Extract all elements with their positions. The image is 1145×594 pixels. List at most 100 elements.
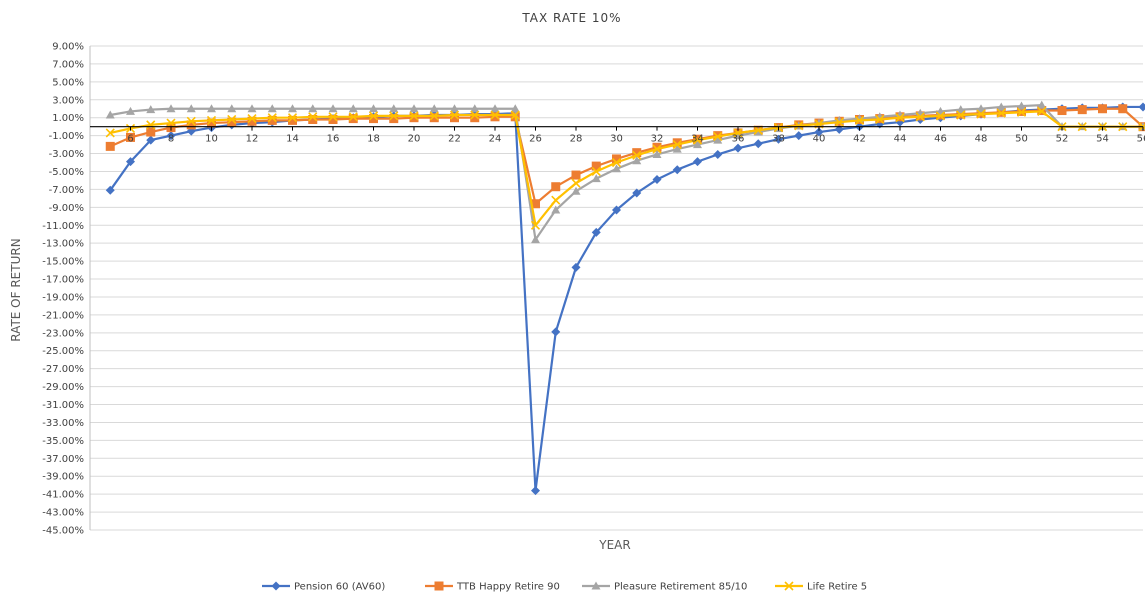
- x-tick-label: 42: [853, 134, 866, 145]
- data-point: [207, 118, 216, 128]
- data-point: [308, 112, 318, 122]
- data-point: [450, 104, 459, 113]
- data-point: [409, 104, 419, 113]
- data-point: [247, 116, 257, 126]
- legend-marker: [271, 581, 281, 591]
- y-tick-label: -9.00%: [49, 203, 84, 214]
- data-point: [693, 157, 702, 167]
- data-point: [612, 154, 621, 164]
- data-point: [389, 104, 399, 113]
- data-point: [551, 327, 561, 337]
- data-point: [409, 111, 419, 121]
- legend-item: Pension 60 (AV60): [262, 581, 385, 593]
- legend: Pension 60 (AV60) TTB Happy Retire 90 Plea…: [262, 581, 867, 593]
- y-tick-label: -21.00%: [42, 310, 84, 321]
- data-point: [247, 114, 257, 124]
- legend-label: Life Retire 5: [807, 582, 867, 593]
- y-tick-label: -25.00%: [42, 346, 84, 357]
- data-point: [288, 104, 297, 113]
- data-point: [267, 115, 277, 125]
- data-point: [713, 135, 723, 144]
- data-point: [1037, 106, 1047, 116]
- data-point: [672, 140, 682, 150]
- data-point: [348, 112, 358, 122]
- data-point: [146, 105, 156, 114]
- y-tick-label: -35.00%: [42, 436, 84, 447]
- x-tick-label: 44: [894, 134, 907, 145]
- x-axis-label: YEAR: [598, 538, 630, 552]
- data-point: [976, 109, 986, 119]
- data-point: [530, 220, 541, 230]
- data-point: [551, 182, 561, 192]
- data-point: [794, 131, 804, 141]
- data-point: [1118, 104, 1128, 114]
- x-tick-label: 38: [772, 134, 785, 145]
- data-point: [713, 149, 723, 159]
- data-point: [328, 112, 338, 122]
- x-tick-label: 34: [691, 134, 704, 145]
- data-point: [227, 117, 237, 127]
- data-point: [126, 157, 135, 167]
- data-point: [348, 104, 358, 113]
- legend-item: Pleasure Retirement 85/10: [582, 581, 747, 593]
- y-tick-label: 3.00%: [52, 95, 84, 106]
- x-tick-label: 48: [975, 134, 988, 145]
- data-point: [632, 148, 642, 158]
- gridlines: [90, 45, 1143, 531]
- data-point: [389, 111, 399, 121]
- x-tick-label: 28: [570, 134, 583, 145]
- data-point: [875, 114, 885, 125]
- x-axis-ticks: 6 8 10 12 14 16 18 20 22 24 26 28 30 32 34 36 38 40 42 44 46…: [127, 126, 1145, 145]
- data-point: [834, 117, 844, 127]
- y-tick-label: -19.00%: [42, 292, 84, 303]
- x-tick-label: 54: [1096, 134, 1109, 145]
- data-point: [531, 199, 540, 209]
- y-tick-label: -13.00%: [42, 239, 84, 250]
- data-point: [146, 120, 156, 130]
- y-tick-label: -17.00%: [42, 275, 84, 286]
- data-point: [571, 178, 581, 188]
- data-point: [490, 112, 500, 122]
- data-point: [935, 111, 946, 121]
- data-point: [369, 114, 378, 124]
- data-point: [612, 164, 621, 173]
- data-point: [814, 127, 824, 137]
- x-tick-label: 40: [813, 134, 826, 145]
- data-point: [450, 113, 459, 123]
- data-point: [753, 125, 763, 135]
- x-tick-label: 16: [327, 134, 340, 145]
- data-point: [632, 156, 642, 165]
- data-point: [571, 186, 581, 195]
- data-point: [895, 113, 905, 123]
- y-tick-label: -27.00%: [42, 364, 84, 375]
- series-1: [105, 102, 1145, 496]
- data-point: [186, 116, 196, 126]
- x-tick-label: 50: [1015, 134, 1028, 145]
- data-point: [956, 105, 966, 114]
- data-point: [794, 121, 804, 131]
- y-axis-label: RATE OF RETURN: [9, 238, 23, 341]
- data-point: [470, 113, 480, 123]
- data-point: [996, 108, 1006, 118]
- y-tick-label: -15.00%: [42, 257, 84, 268]
- data-point: [611, 157, 622, 168]
- data-point: [227, 114, 237, 125]
- y-tick-label: 5.00%: [52, 77, 84, 88]
- data-point: [328, 104, 338, 113]
- legend-label: Pleasure Retirement 85/10: [614, 582, 747, 593]
- data-point: [652, 149, 662, 158]
- data-point: [632, 150, 642, 160]
- data-point: [591, 227, 601, 237]
- data-point: [510, 110, 520, 120]
- data-point: [166, 118, 176, 128]
- y-tick-label: -11.00%: [42, 221, 84, 232]
- data-point: [1098, 104, 1107, 114]
- data-point: [186, 104, 196, 113]
- data-point: [591, 161, 601, 171]
- data-point: [166, 104, 176, 113]
- y-tick-label: -5.00%: [49, 167, 84, 178]
- y-tick-label: -43.00%: [42, 508, 84, 519]
- x-tick-label: 52: [1056, 134, 1069, 145]
- data-point: [409, 113, 419, 123]
